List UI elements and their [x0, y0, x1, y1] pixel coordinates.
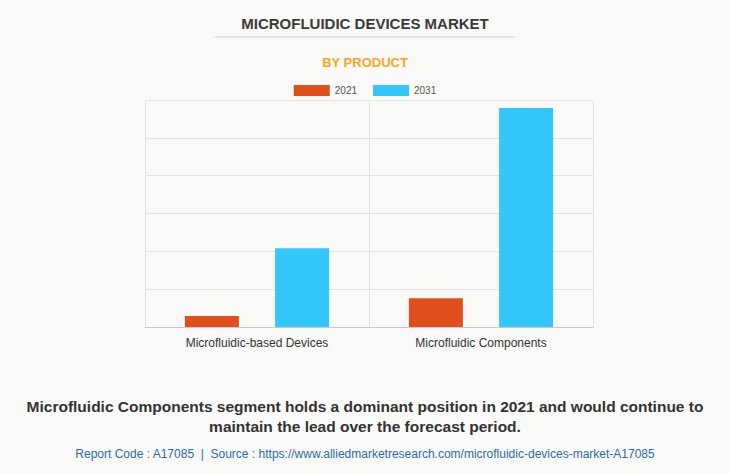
svg-text:MICROFLUIDIC DEVICES MARKET: MICROFLUIDIC DEVICES MARKET: [241, 15, 489, 32]
svg-text:2031: 2031: [414, 85, 437, 96]
svg-text:Microfluidic-based Devices: Microfluidic-based Devices: [186, 336, 329, 350]
html-text:Report Code : A17085 | Source: Report Code : A17085 | Source : https://…: [75, 447, 655, 461]
svg-text:Microfluidic Components: Microfluidic Components: [415, 336, 546, 350]
html-text:Microfluidic Components segmen: Microfluidic Components segment holds a …: [26, 398, 704, 435]
svg-text:BY PRODUCT: BY PRODUCT: [322, 55, 408, 70]
svg-text:2021: 2021: [335, 85, 358, 96]
